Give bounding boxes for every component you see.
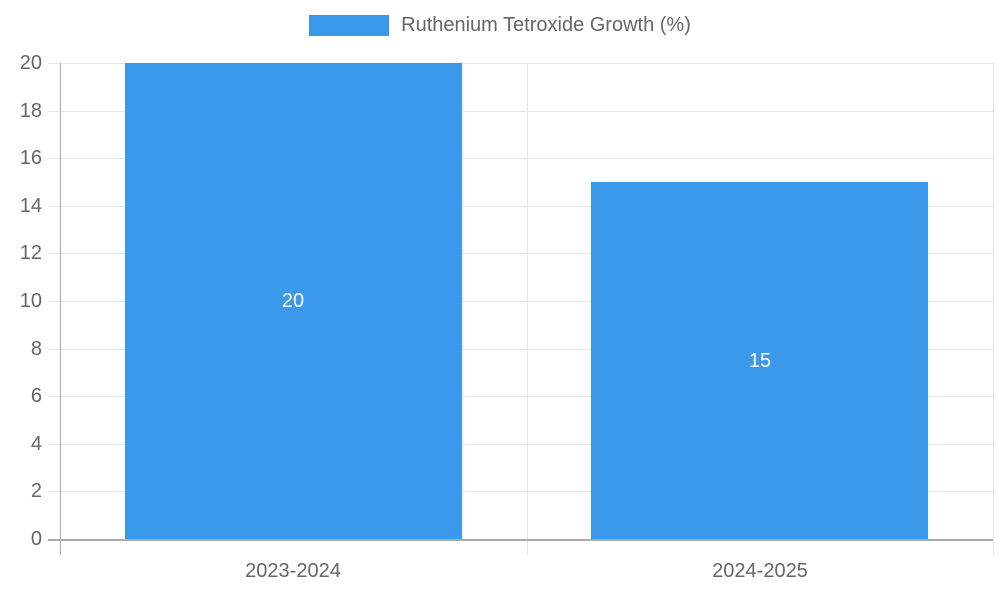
y-tick-label: 16 — [19, 147, 42, 169]
y-gridline — [48, 491, 993, 492]
x-axis-line — [48, 539, 993, 541]
x-gridline — [527, 63, 528, 555]
bar-value-label: 15 — [748, 350, 772, 372]
x-tick-label: 2024-2025 — [712, 560, 808, 582]
y-gridline — [48, 158, 993, 159]
chart-legend[interactable]: Ruthenium Tetroxide Growth (%) — [0, 14, 1000, 37]
y-gridline — [48, 206, 993, 207]
y-gridline — [48, 444, 993, 445]
y-gridline — [48, 63, 993, 64]
y-gridline — [48, 111, 993, 112]
y-tick-label: 14 — [19, 195, 42, 217]
y-tick-label: 12 — [19, 242, 42, 264]
legend-label: Ruthenium Tetroxide Growth (%) — [401, 14, 691, 36]
y-gridline — [48, 301, 993, 302]
y-gridline — [48, 349, 993, 350]
y-tick-label: 10 — [19, 290, 42, 312]
y-gridline — [48, 253, 993, 254]
y-tick-label: 18 — [19, 100, 42, 122]
x-tick-label: 2023-2024 — [245, 560, 341, 582]
y-axis-line — [60, 63, 61, 555]
legend-swatch-icon — [309, 15, 390, 36]
y-tick-label: 4 — [30, 433, 42, 455]
y-tick-label: 20 — [19, 52, 42, 74]
bar-2024-2025[interactable] — [591, 182, 928, 539]
bar-value-label: 20 — [281, 290, 305, 312]
y-gridline — [48, 396, 993, 397]
y-tick-label: 6 — [30, 385, 42, 407]
bar-2023-2024[interactable] — [125, 63, 462, 539]
y-tick-label: 0 — [30, 528, 42, 550]
x-gridline — [993, 63, 994, 555]
y-tick-label: 8 — [30, 338, 42, 360]
y-tick-label: 2 — [30, 480, 42, 502]
